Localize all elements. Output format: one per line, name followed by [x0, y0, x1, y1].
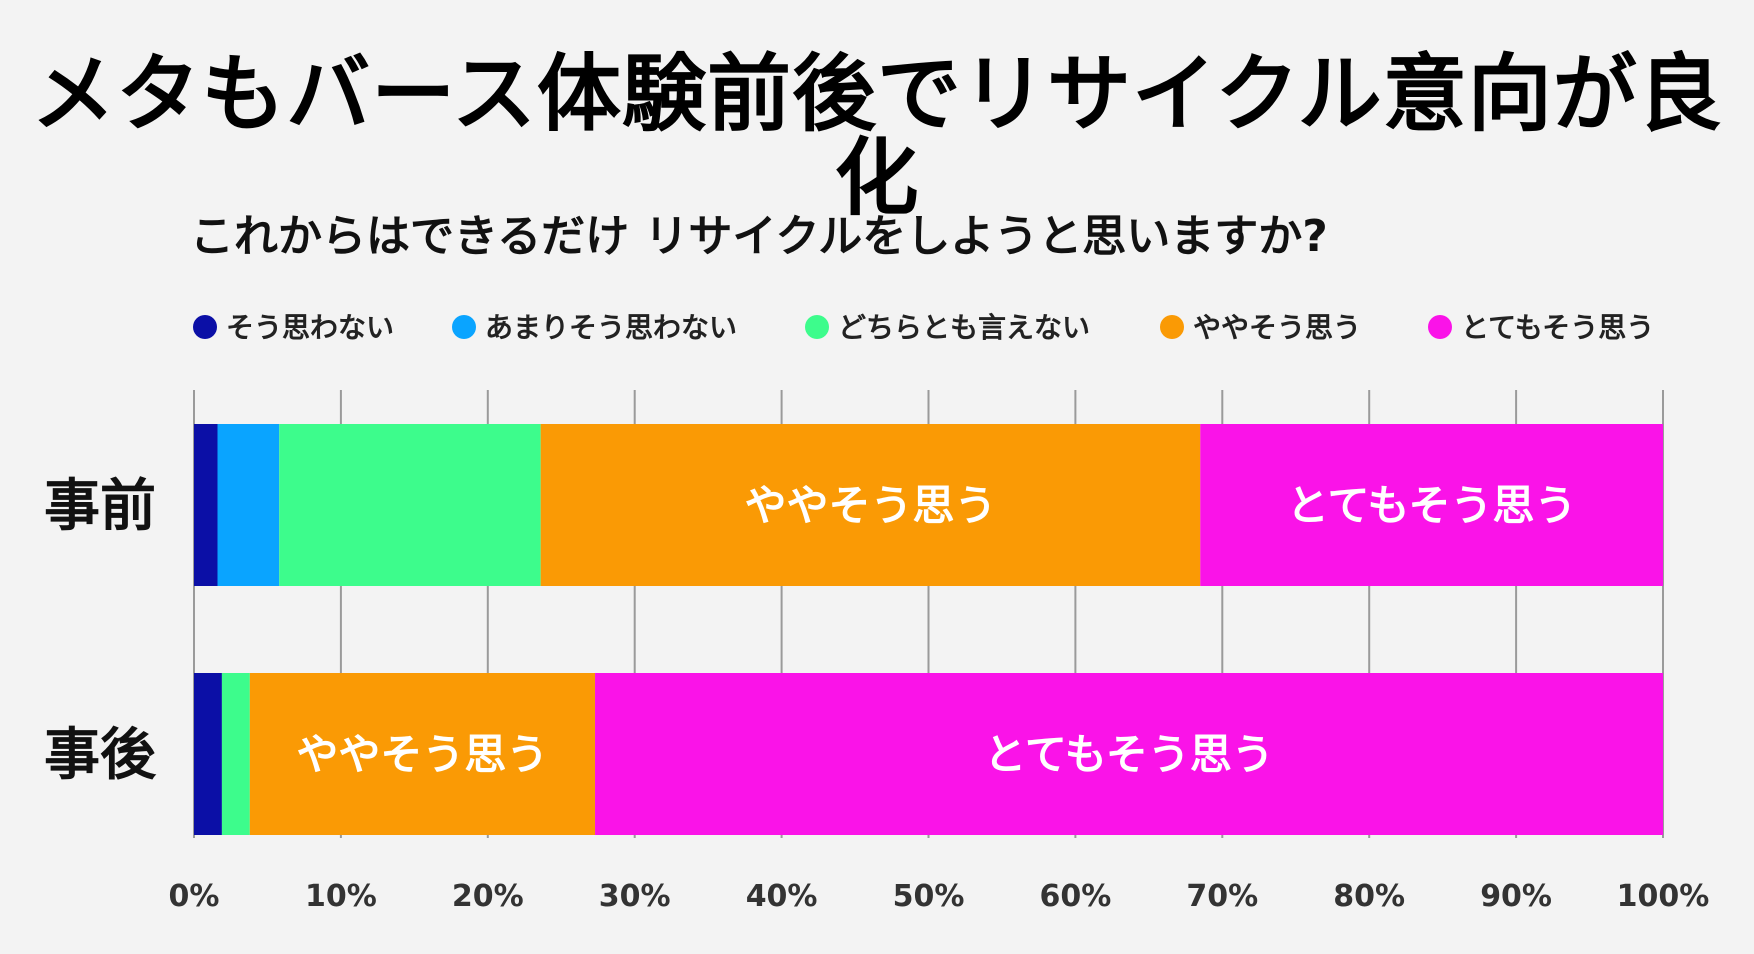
legend: そう思わない あまりそう思わない どちらとも言えない ややそう思う とてもそう思う: [193, 311, 1654, 344]
legend-swatch: [193, 315, 217, 339]
bar-segment: [595, 673, 1663, 835]
x-tick-label: 30%: [599, 879, 671, 914]
legend-label: とてもそう思う: [1461, 311, 1654, 344]
bar-segment: [540, 424, 1201, 586]
legend-swatch: [452, 315, 476, 339]
x-tick-label: 90%: [1480, 879, 1552, 914]
legend-item: あまりそう思わない: [452, 311, 737, 344]
legend-label: あまりそう思わない: [485, 311, 737, 344]
x-tick-label: 50%: [893, 879, 965, 914]
bar-segment: [194, 424, 218, 586]
legend-item: そう思わない: [193, 311, 394, 344]
legend-swatch: [1160, 315, 1184, 339]
legend-label: どちらとも言えない: [838, 311, 1090, 344]
x-tick-label: 100%: [1617, 879, 1710, 914]
x-tick-label: 60%: [1039, 879, 1111, 914]
chart-title: メタもバース体験前後でリサイクル意向が良化: [31, 45, 1723, 227]
bar-segment: [194, 673, 222, 835]
x-tick-label: 40%: [746, 879, 818, 914]
x-tick-label: 10%: [305, 879, 377, 914]
x-tick-label: 20%: [452, 879, 524, 914]
category-label: 事前: [44, 474, 156, 539]
x-tick-label: 0%: [169, 879, 220, 914]
legend-item: とてもそう思う: [1428, 311, 1654, 344]
bar-segment: [217, 424, 280, 586]
legend-swatch: [805, 315, 829, 339]
bar-segment-label: とてもそう思う: [984, 730, 1274, 779]
bar-segment: [279, 424, 541, 586]
bar-segment-label: とてもそう思う: [1287, 481, 1577, 530]
bar-segment: [249, 673, 596, 835]
x-tick-label: 70%: [1186, 879, 1258, 914]
legend-swatch: [1428, 315, 1452, 339]
bar-segment: [1200, 424, 1663, 586]
chart-subtitle: これからはできるだけ リサイクルをしようと思いますか?: [190, 211, 1328, 262]
x-tick-label: 80%: [1333, 879, 1405, 914]
bar-segment-label: ややそう思う: [296, 730, 548, 779]
legend-label: ややそう思う: [1193, 311, 1361, 344]
bar-segment-label: ややそう思う: [744, 481, 996, 530]
legend-item: どちらとも言えない: [805, 311, 1090, 344]
category-label: 事後: [44, 723, 157, 788]
legend-label: そう思わない: [226, 311, 394, 344]
bar-segment: [221, 673, 250, 835]
legend-item: ややそう思う: [1160, 311, 1361, 344]
